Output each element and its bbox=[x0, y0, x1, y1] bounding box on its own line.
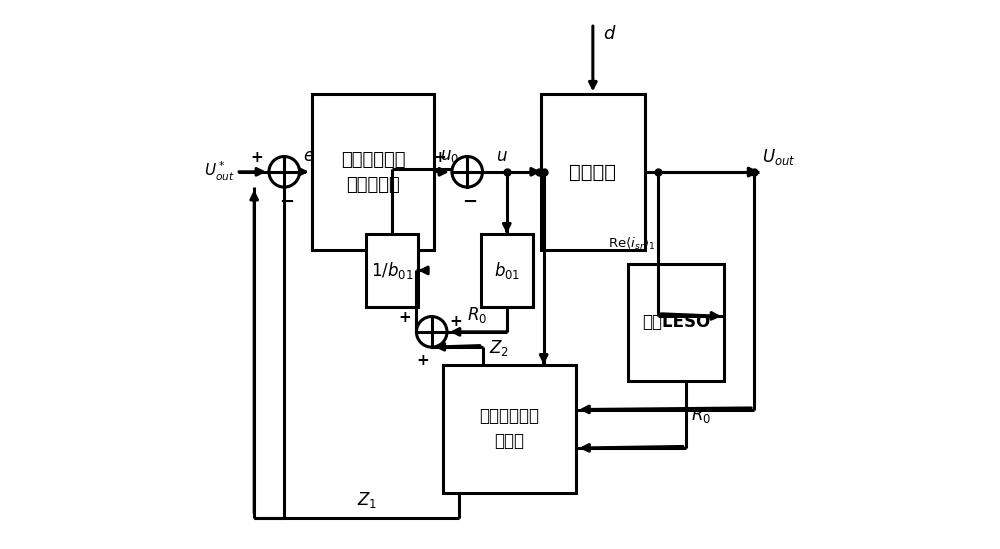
Text: $U_{out}$: $U_{out}$ bbox=[762, 147, 796, 166]
Circle shape bbox=[452, 156, 483, 187]
Circle shape bbox=[269, 156, 300, 187]
Text: $R_0$: $R_0$ bbox=[691, 405, 711, 424]
Text: 线性扩张状态
观测器: 线性扩张状态 观测器 bbox=[480, 407, 540, 450]
FancyBboxPatch shape bbox=[481, 233, 533, 307]
Text: $1/b_{01}$: $1/b_{01}$ bbox=[371, 260, 413, 281]
Text: $u_0$: $u_0$ bbox=[440, 147, 459, 165]
Text: +: + bbox=[450, 314, 462, 329]
Text: $Z_2$: $Z_2$ bbox=[489, 338, 509, 358]
FancyBboxPatch shape bbox=[312, 94, 434, 250]
FancyBboxPatch shape bbox=[628, 264, 724, 381]
Text: +: + bbox=[434, 150, 446, 165]
Text: +: + bbox=[416, 352, 429, 368]
Text: 二阶LESO: 二阶LESO bbox=[642, 313, 710, 331]
Text: $b_{01}$: $b_{01}$ bbox=[494, 260, 520, 281]
FancyBboxPatch shape bbox=[443, 365, 576, 493]
Text: $R_0$: $R_0$ bbox=[467, 305, 487, 325]
Text: $U^*_{out}$: $U^*_{out}$ bbox=[204, 160, 235, 183]
Text: $u$: $u$ bbox=[496, 147, 508, 165]
Text: +: + bbox=[251, 150, 263, 165]
Text: $Z_1$: $Z_1$ bbox=[357, 490, 378, 511]
Text: $d$: $d$ bbox=[603, 25, 616, 43]
Text: −: − bbox=[279, 193, 294, 211]
FancyBboxPatch shape bbox=[541, 94, 645, 250]
Text: −: − bbox=[462, 193, 477, 211]
Text: $\mathrm{Re}\langle i_{sr}\rangle_1$: $\mathrm{Re}\langle i_{sr}\rangle_1$ bbox=[608, 236, 656, 253]
Text: +: + bbox=[398, 310, 411, 326]
Circle shape bbox=[416, 317, 447, 347]
Text: 线性状态误差
反馈控制律: 线性状态误差 反馈控制律 bbox=[341, 150, 405, 194]
Text: $e$: $e$ bbox=[303, 147, 314, 165]
FancyBboxPatch shape bbox=[366, 233, 418, 307]
Text: 被控对象: 被控对象 bbox=[569, 163, 616, 182]
